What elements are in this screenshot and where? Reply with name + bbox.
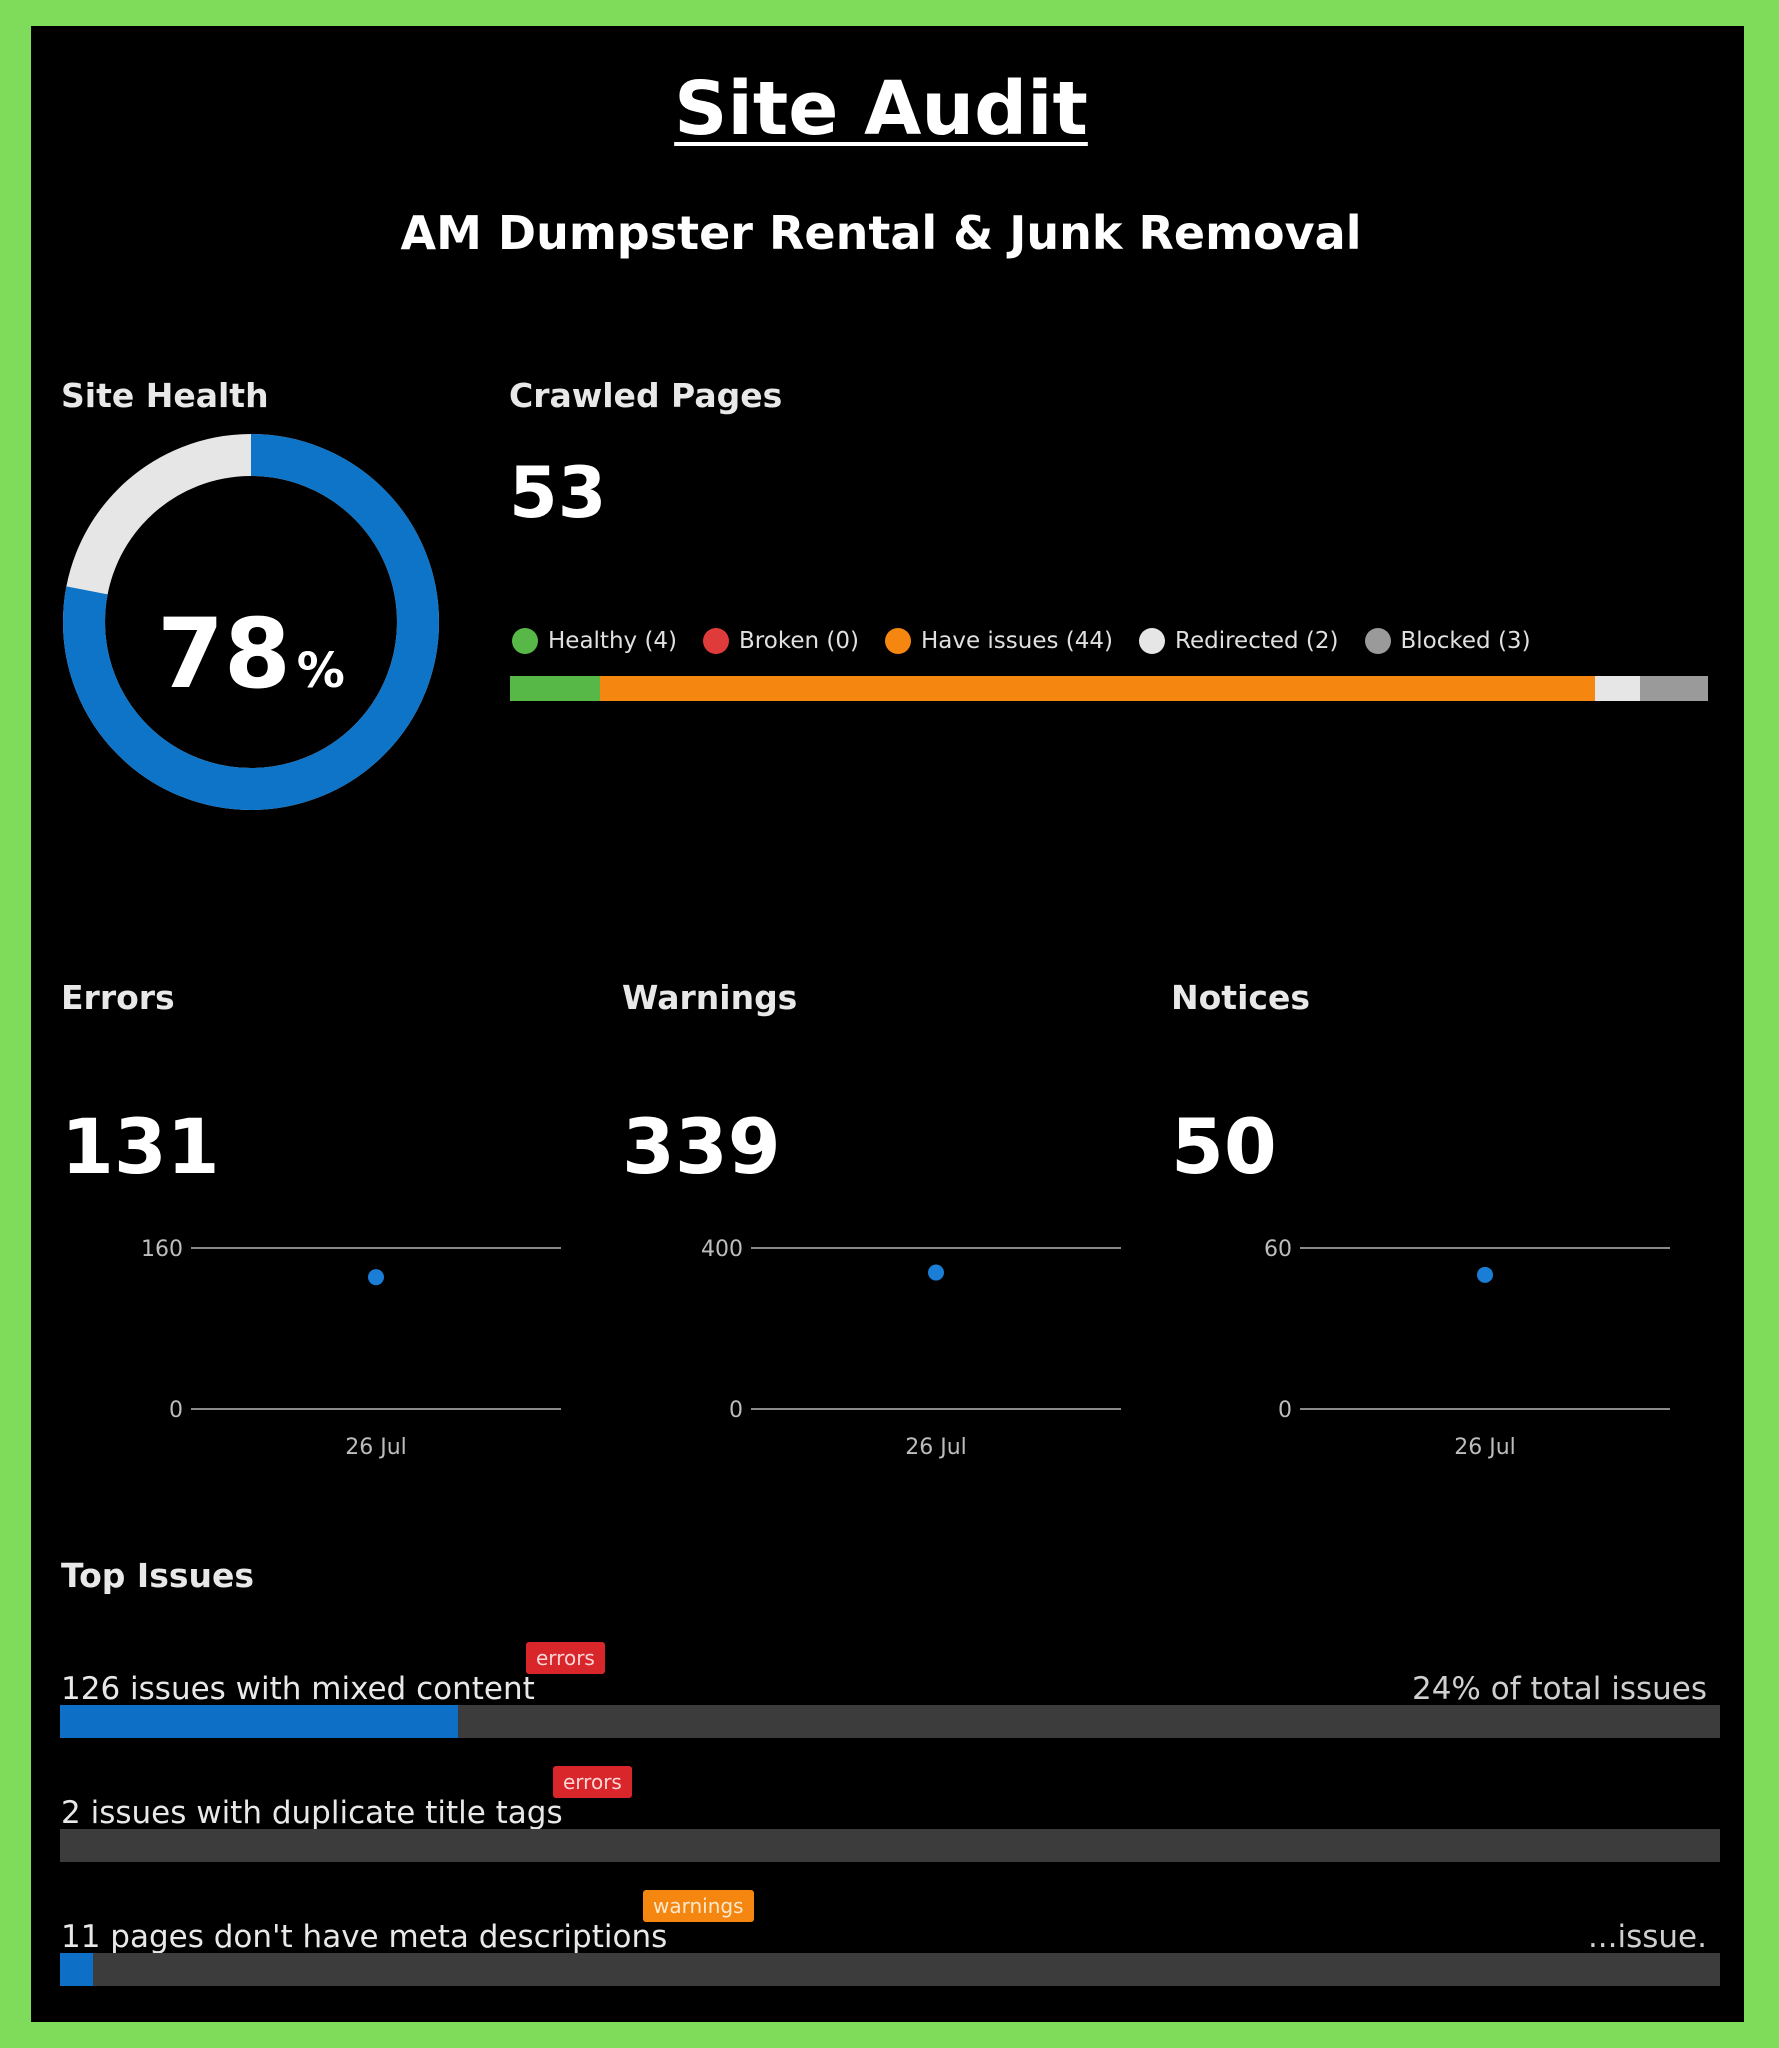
warnings-label: Warnings (622, 978, 798, 1017)
notices-trend-chart: 60 0 26 Jul (1264, 1237, 1670, 1460)
site-health-label: Site Health (61, 376, 269, 415)
issue-link-duplicate-title[interactable]: 2 issues with duplicate title tags (61, 1795, 563, 1831)
data-point (1477, 1266, 1493, 1283)
page-subtitle: AM Dumpster Rental & Junk Removal (400, 206, 1362, 260)
issue-link-mixed-content[interactable]: 126 issues with mixed content (61, 1671, 535, 1707)
warnings-badge: warnings (643, 1890, 754, 1922)
crawl-bar-segment (600, 676, 1595, 701)
errors-badge: errors (526, 1642, 605, 1674)
crawl-bar-segment (1594, 676, 1641, 701)
audit-panel: Site Audit AM Dumpster Rental & Junk Rem… (31, 26, 1744, 2022)
warnings-trend-chart: 400 0 26 Jul (701, 1237, 1121, 1460)
crawled-pages-legend: Healthy (4) Broken (0) Have issues (44) … (512, 628, 1539, 654)
errors-trend-chart: 160 0 26 Jul (141, 1237, 561, 1460)
redirected-dot-icon (1139, 628, 1166, 654)
y-tick-zero: 0 (169, 1398, 183, 1423)
broken-dot-icon (703, 628, 730, 654)
page-title: Site Audit (674, 66, 1088, 152)
issue-share-text: ...issue. (1587, 1919, 1707, 1955)
data-point (928, 1264, 944, 1281)
site-health-gauge (63, 434, 439, 810)
crawled-pages-label: Crawled Pages (509, 376, 783, 415)
y-tick-max: 60 (1264, 1237, 1292, 1262)
crawl-bar-segment (1640, 676, 1708, 701)
x-tick-date: 26 Jul (345, 1435, 407, 1460)
blocked-dot-icon (1364, 628, 1391, 654)
x-tick-date: 26 Jul (905, 1435, 967, 1460)
errors-count: 131 (61, 1102, 220, 1191)
site-health-unit: % (296, 643, 345, 699)
y-tick-max: 160 (141, 1237, 183, 1262)
issue-progress-bar (60, 1705, 1720, 1738)
legend-item-blocked: Blocked (3) (1364, 628, 1531, 654)
legend-label: Healthy (4) (548, 628, 678, 654)
legend-label: Blocked (3) (1400, 628, 1531, 654)
top-issues-label: Top Issues (61, 1556, 254, 1595)
crawled-pages-count: 53 (509, 452, 607, 534)
legend-label: Redirected (2) (1175, 628, 1339, 654)
issue-progress-fill (60, 1705, 459, 1738)
crawl-bar-segment (510, 676, 601, 701)
issue-share-text: 24% of total issues (1411, 1671, 1707, 1707)
have-issues-dot-icon (884, 628, 911, 654)
legend-label: Have issues (44) (920, 628, 1114, 654)
healthy-dot-icon (512, 628, 538, 654)
issue-progress-fill (60, 1953, 94, 1986)
x-tick-date: 26 Jul (1454, 1435, 1516, 1460)
errors-label: Errors (61, 978, 175, 1017)
crawled-pages-bar (510, 676, 1708, 701)
gauge-filled-arc (63, 434, 439, 810)
issue-link-meta-descriptions[interactable]: 11 pages don't have meta descriptions (61, 1919, 668, 1955)
legend-label: Broken (0) (739, 628, 859, 654)
legend-item-healthy: Healthy (4) (512, 628, 677, 654)
notices-label: Notices (1171, 978, 1310, 1017)
site-health-value: 78% (61, 598, 441, 710)
legend-item-have-issues: Have issues (44) (884, 628, 1114, 654)
legend-item-broken: Broken (0) (703, 628, 859, 654)
y-tick-max: 400 (701, 1237, 743, 1262)
notices-count: 50 (1171, 1102, 1277, 1191)
legend-item-redirected: Redirected (2) (1139, 628, 1339, 654)
y-tick-zero: 0 (729, 1398, 743, 1423)
warnings-count: 339 (622, 1102, 781, 1191)
data-point (368, 1269, 384, 1286)
errors-badge: errors (553, 1766, 632, 1798)
y-tick-zero: 0 (1278, 1398, 1292, 1423)
site-health-number: 78 (157, 598, 291, 710)
issue-progress-bar (60, 1829, 1720, 1862)
issue-progress-bar (60, 1953, 1720, 1986)
